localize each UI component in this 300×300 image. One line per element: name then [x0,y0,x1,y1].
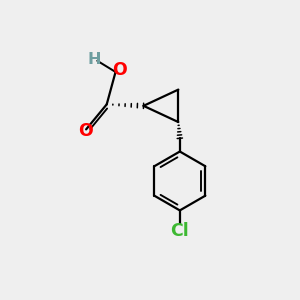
Text: O: O [112,61,127,79]
Text: O: O [78,122,93,140]
Text: H: H [87,52,101,67]
Text: Cl: Cl [170,222,189,240]
